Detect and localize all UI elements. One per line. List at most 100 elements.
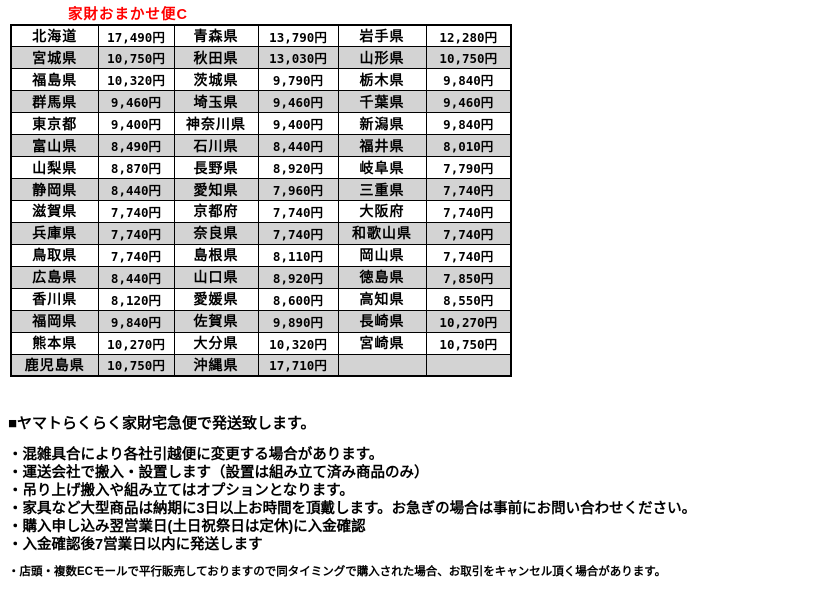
prefecture-cell: 三重県: [337, 178, 427, 201]
note-item: ・混雑具合により各社引越便に変更する場合があります。: [8, 447, 384, 463]
price-cell: 9,460円: [425, 90, 512, 114]
notes-section: ■ヤマトらくらく家財宅急便で発送致します。 ・混雑具合により各社引越便に変更する…: [8, 412, 816, 579]
price-cell: 9,790円: [257, 68, 339, 92]
table-row: 鹿児島県 10,750円 沖縄県 17,710円: [10, 353, 512, 377]
table-row: 福岡県 9,840円 佐賀県 9,890円 長崎県 10,270円: [10, 309, 512, 333]
table-row: 福島県 10,320円 茨城県 9,790円 栃木県 9,840円: [10, 68, 512, 92]
price-cell: 9,840円: [425, 68, 512, 92]
prefecture-cell: 群馬県: [10, 90, 99, 114]
price-cell: 8,120円: [97, 287, 175, 311]
prefecture-cell: 徳島県: [337, 265, 427, 289]
price-cell: 7,740円: [425, 243, 512, 267]
prefecture-cell: 新潟県: [337, 112, 427, 136]
prefecture-cell: 東京都: [10, 112, 99, 136]
note-item: ・家具など大型商品は納期に3日以上お時間を頂戴します。お急ぎの場合は事前にお問い…: [8, 501, 697, 517]
price-cell: 10,270円: [97, 331, 175, 355]
table-row: 北海道 17,490円 青森県 13,790円 岩手県 12,280円: [10, 24, 512, 48]
prefecture-cell: 高知県: [337, 287, 427, 311]
prefecture-cell: 福岡県: [10, 309, 99, 333]
price-cell: 9,890円: [257, 309, 339, 333]
price-cell: 8,920円: [257, 265, 339, 289]
prefecture-cell: 大分県: [173, 331, 259, 355]
prefecture-cell: 宮城県: [10, 46, 99, 70]
price-cell: 7,740円: [257, 200, 339, 223]
table-row: 滋賀県 7,740円 京都府 7,740円 大阪府 7,740円: [10, 200, 512, 223]
note-item: ・購入申し込み翌営業日(土日祝祭日は定休)に入金確認: [8, 519, 366, 535]
prefecture-cell: 和歌山県: [337, 221, 427, 245]
prefecture-cell: 秋田県: [173, 46, 259, 70]
prefecture-cell: 神奈川県: [173, 112, 259, 136]
price-cell: 10,750円: [425, 331, 512, 355]
prefecture-cell: 兵庫県: [10, 221, 99, 245]
table-title: 家財おまかせ便C: [68, 7, 188, 23]
prefecture-cell: 福島県: [10, 68, 99, 92]
prefecture-cell: 滋賀県: [10, 200, 99, 223]
table-row: 東京都 9,400円 神奈川県 9,400円 新潟県 9,840円: [10, 112, 512, 136]
prefecture-cell: 青森県: [173, 24, 259, 48]
note-item: ・入金確認後7営業日以内に発送します: [8, 537, 263, 553]
price-cell: 8,440円: [97, 265, 175, 289]
prefecture-cell: 茨城県: [173, 68, 259, 92]
table-row: 鳥取県 7,740円 島根県 8,110円 岡山県 7,740円: [10, 243, 512, 267]
table-row: 富山県 8,490円 石川県 8,440円 福井県 8,010円: [10, 134, 512, 158]
price-cell: 7,740円: [257, 221, 339, 245]
prefecture-cell: 北海道: [10, 24, 99, 48]
price-cell: 17,490円: [97, 24, 175, 48]
price-cell: 9,400円: [257, 112, 339, 136]
price-cell: 13,790円: [257, 24, 339, 48]
price-cell: 7,850円: [425, 265, 512, 289]
price-cell: 10,270円: [425, 309, 512, 333]
price-cell: 7,740円: [425, 200, 512, 223]
prefecture-cell: 熊本県: [10, 331, 99, 355]
prefecture-cell: 沖縄県: [173, 353, 259, 377]
price-cell: 7,740円: [425, 221, 512, 245]
note-item: ・吊り上げ搬入や組み立てはオプションとなります。: [8, 483, 354, 499]
price-cell: 13,030円: [257, 46, 339, 70]
price-cell: 9,400円: [97, 112, 175, 136]
price-cell: 7,790円: [425, 156, 512, 180]
prefecture-cell: 静岡県: [10, 178, 99, 201]
price-cell: 12,280円: [425, 24, 512, 48]
prefecture-cell: 香川県: [10, 287, 99, 311]
prefecture-cell: 佐賀県: [173, 309, 259, 333]
prefecture-cell: 岐阜県: [337, 156, 427, 180]
table-row: 広島県 8,440円 山口県 8,920円 徳島県 7,850円: [10, 265, 512, 289]
price-cell: 17,710円: [257, 353, 339, 377]
price-cell: 7,740円: [97, 200, 175, 223]
prefecture-cell: 埼玉県: [173, 90, 259, 114]
prefecture-cell: 石川県: [173, 134, 259, 158]
table-row: 兵庫県 7,740円 奈良県 7,740円 和歌山県 7,740円: [10, 221, 512, 245]
note-item: ・運送会社で搬入・設置します（設置は組み立て済み商品のみ）: [8, 465, 429, 481]
table-row: 群馬県 9,460円 埼玉県 9,460円 千葉県 9,460円: [10, 90, 512, 114]
prefecture-cell: [337, 353, 427, 377]
prefecture-cell: 山形県: [337, 46, 427, 70]
price-cell: 8,490円: [97, 134, 175, 158]
price-cell: 10,750円: [97, 353, 175, 377]
price-cell: 10,750円: [425, 46, 512, 70]
prefecture-cell: 広島県: [10, 265, 99, 289]
prefecture-cell: 京都府: [173, 200, 259, 223]
price-cell: 8,870円: [97, 156, 175, 180]
prefecture-cell: 島根県: [173, 243, 259, 267]
prefecture-cell: 栃木県: [337, 68, 427, 92]
price-cell: 7,740円: [425, 178, 512, 201]
table-row: 山梨県 8,870円 長野県 8,920円 岐阜県 7,790円: [10, 156, 512, 180]
prefecture-cell: 山口県: [173, 265, 259, 289]
prefecture-cell: 富山県: [10, 134, 99, 158]
prefecture-cell: 大阪府: [337, 200, 427, 223]
prefecture-cell: 岡山県: [337, 243, 427, 267]
price-cell: 8,920円: [257, 156, 339, 180]
price-cell: [425, 353, 512, 377]
table-row: 静岡県 8,440円 愛知県 7,960円 三重県 7,740円: [10, 178, 512, 201]
shipping-fee-table: 北海道 17,490円 青森県 13,790円 岩手県 12,280円 宮城県 10,750円…: [10, 24, 512, 377]
price-cell: 10,320円: [97, 68, 175, 92]
prefecture-cell: 宮崎県: [337, 331, 427, 355]
price-cell: 9,840円: [425, 112, 512, 136]
prefecture-cell: 奈良県: [173, 221, 259, 245]
price-cell: 8,440円: [97, 178, 175, 201]
prefecture-cell: 鹿児島県: [10, 353, 99, 377]
prefecture-cell: 福井県: [337, 134, 427, 158]
table-row: 熊本県 10,270円 大分県 10,320円 宮崎県 10,750円: [10, 331, 512, 355]
price-cell: 9,840円: [97, 309, 175, 333]
prefecture-cell: 山梨県: [10, 156, 99, 180]
